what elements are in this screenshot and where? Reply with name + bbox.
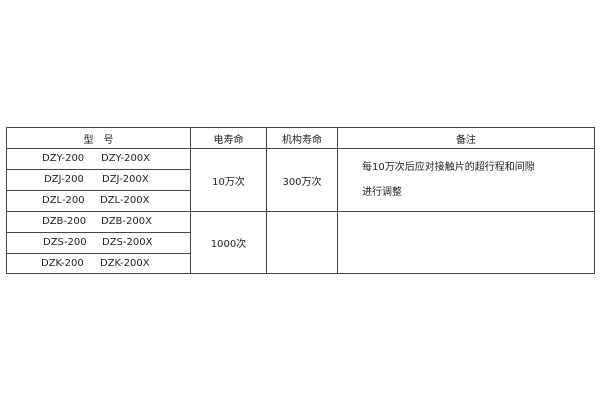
model-a: DZY-200 xyxy=(42,153,85,164)
model-a: DZB-200 xyxy=(42,216,87,227)
model-a: DZS-200 xyxy=(43,237,87,248)
divider xyxy=(190,128,191,273)
model-b: DZJ-200X xyxy=(102,174,149,185)
model-b: DZS-200X xyxy=(102,237,153,248)
model-b: DZY-200X xyxy=(101,153,151,164)
divider xyxy=(266,128,267,273)
model-b: DZL-200X xyxy=(100,195,150,206)
remark-line: 进行调整 xyxy=(362,187,402,198)
model-a: DZL-200 xyxy=(42,195,85,206)
model-b: DZK-200X xyxy=(100,258,150,269)
mechanical-life-value: 300万次 xyxy=(282,176,322,188)
model-a: DZJ-200 xyxy=(44,174,84,185)
model-a: DZK-200 xyxy=(41,258,84,269)
divider xyxy=(337,128,338,273)
model-b: DZB-200X xyxy=(101,216,152,227)
divider xyxy=(7,211,594,212)
divider xyxy=(7,190,190,191)
header-model: 型 号 xyxy=(83,134,114,146)
spec-table: 型 号 电寿命 机构寿命 备注 DZY-200 DZY-200X DZJ-200… xyxy=(6,127,595,274)
electrical-life-value: 10万次 xyxy=(212,176,245,188)
header-mechanical-life: 机构寿命 xyxy=(282,134,322,146)
divider xyxy=(7,148,594,149)
remark-line: 每10万次后应对接触片的超行程和间隙 xyxy=(362,162,535,173)
header-electrical-life: 电寿命 xyxy=(213,134,244,146)
divider xyxy=(7,253,190,254)
divider xyxy=(7,169,190,170)
electrical-life-value: 1000次 xyxy=(210,239,247,250)
divider xyxy=(7,232,190,233)
header-remarks: 备注 xyxy=(456,134,476,146)
